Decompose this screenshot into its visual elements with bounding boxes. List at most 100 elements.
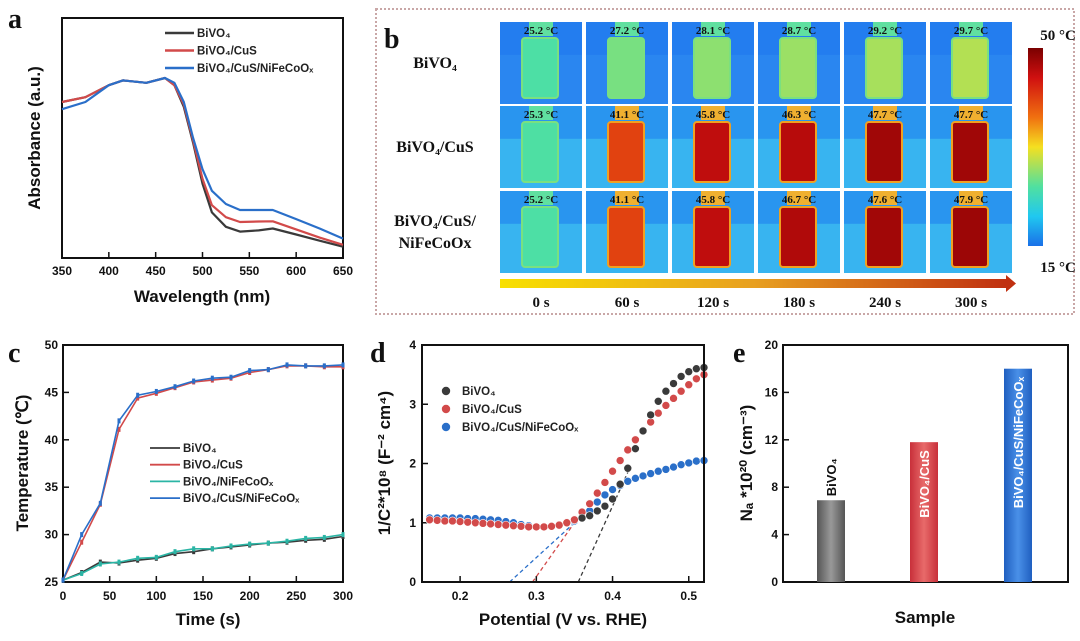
time-label: 180 s	[783, 295, 815, 311]
series-line-2	[62, 533, 344, 581]
legend-label: BiVO₄/CuS	[462, 404, 522, 416]
sample-top	[787, 22, 811, 36]
sample-body	[693, 37, 731, 99]
temperature-label: 28.7 °C	[782, 25, 816, 37]
data-point	[440, 516, 450, 526]
data-point	[692, 456, 701, 466]
series-line-1	[62, 365, 343, 581]
x-axis-label: Sample	[895, 608, 955, 627]
panel-c-temperature-chart: c 0 50 100 150 200 250 300 25 30 35 40 45 50 BiVO₄ BiVO…	[8, 338, 353, 629]
thermal-image-tile: 25.2 °C	[500, 191, 582, 273]
data-point	[539, 522, 549, 532]
y-tick-label: 50	[45, 338, 59, 352]
thermal-image-tile: 27.2 °C	[586, 22, 668, 104]
y-tick-label: 25	[45, 575, 59, 589]
time-label: 240 s	[869, 295, 901, 311]
data-point	[592, 506, 602, 516]
data-point	[192, 549, 196, 555]
x-tick-label: 600	[286, 264, 306, 278]
data-point	[117, 426, 121, 432]
data-point	[117, 559, 121, 565]
data-point	[98, 561, 102, 567]
y-tick-label: 3	[409, 397, 416, 411]
data-point	[210, 375, 214, 381]
row-label: BiVO₄	[413, 55, 457, 72]
data-point	[684, 380, 694, 389]
thermal-image-tile: 46.7 °C	[758, 191, 840, 273]
sample-top	[873, 106, 897, 120]
temperature-label: 28.1 °C	[696, 25, 730, 37]
sample-top	[615, 106, 639, 120]
sample-top	[701, 106, 725, 120]
data-point	[192, 546, 196, 552]
y-axis-label: 1/C²*10⁸ (F⁻² cm⁴)	[375, 391, 394, 535]
legend-label: BiVO₄/CuS	[183, 460, 243, 472]
sample-body	[865, 37, 903, 99]
data-point	[577, 513, 587, 523]
x-axis-label: Potential (V vs. RHE)	[479, 610, 647, 629]
data-point	[341, 532, 345, 538]
data-point	[304, 363, 308, 369]
sample-body	[951, 121, 989, 183]
thermal-image-tile: 28.7 °C	[758, 22, 840, 104]
series-line-0	[62, 535, 344, 581]
colorbar-max-label: 50 °C	[1040, 28, 1076, 44]
thermal-image-tile: 45.8 °C	[672, 106, 754, 188]
time-label: 0 s	[532, 295, 549, 311]
data-point	[266, 540, 270, 546]
legend-label: BiVO₄/NiFeCoOₓ	[183, 476, 274, 488]
legend-marker	[441, 422, 451, 432]
data-point	[608, 466, 617, 476]
data-point	[486, 519, 495, 529]
data-point	[661, 465, 671, 474]
y-tick-label: 1	[409, 516, 416, 530]
thermal-image-tile: 47.7 °C	[844, 106, 926, 188]
legend-label: BiVO₄/CuS/NiFeCoOₓ	[197, 63, 314, 75]
data-point	[661, 401, 671, 410]
data-point	[646, 469, 655, 478]
legend-label: BiVO₄/CuS/NiFeCoOₓ	[183, 493, 300, 505]
temperature-label: 25.2 °C	[524, 25, 558, 37]
data-point	[676, 460, 686, 469]
x-tick-label: 0.3	[528, 589, 545, 603]
bar-2	[1004, 368, 1032, 582]
bar-0	[817, 500, 845, 582]
y-tick-label: 4	[771, 528, 778, 542]
x-axis-label: Wavelength (nm)	[134, 287, 270, 306]
sample-top	[701, 22, 725, 36]
sample-body	[607, 206, 645, 268]
bar-label: BiVO₄/CuS/NiFeCoOₓ	[1011, 376, 1026, 508]
x-tick-label: 250	[286, 589, 306, 603]
sample-top	[959, 106, 983, 120]
x-tick-label: 0	[60, 589, 67, 603]
legend-marker	[441, 386, 451, 396]
sample-top	[787, 106, 811, 120]
data-point	[448, 516, 457, 526]
data-point	[592, 488, 602, 498]
fit-line-0	[577, 472, 629, 583]
data-point	[117, 418, 121, 424]
thermal-image-tile: 47.9 °C	[930, 191, 1012, 273]
sample-body	[951, 206, 989, 268]
data-point	[631, 474, 640, 483]
sample-top	[529, 106, 553, 120]
data-point	[570, 515, 579, 525]
data-point	[585, 499, 594, 509]
x-tick-label: 0.2	[452, 589, 469, 603]
temperature-label: 47.9 °C	[954, 194, 988, 206]
legend-marker	[441, 404, 451, 414]
thermal-image-tile: 41.1 °C	[586, 191, 668, 273]
sample-body	[865, 206, 903, 268]
data-point	[341, 362, 345, 368]
sample-top	[529, 191, 553, 205]
sample-body	[521, 121, 559, 183]
y-tick-label: 16	[765, 385, 779, 399]
data-point	[463, 517, 473, 527]
data-point	[509, 521, 518, 531]
x-tick-label: 0.5	[680, 589, 697, 603]
data-point	[646, 417, 655, 427]
x-tick-label: 300	[333, 589, 353, 603]
x-tick-label: 200	[240, 589, 260, 603]
temperature-label: 25.3 °C	[524, 109, 558, 121]
